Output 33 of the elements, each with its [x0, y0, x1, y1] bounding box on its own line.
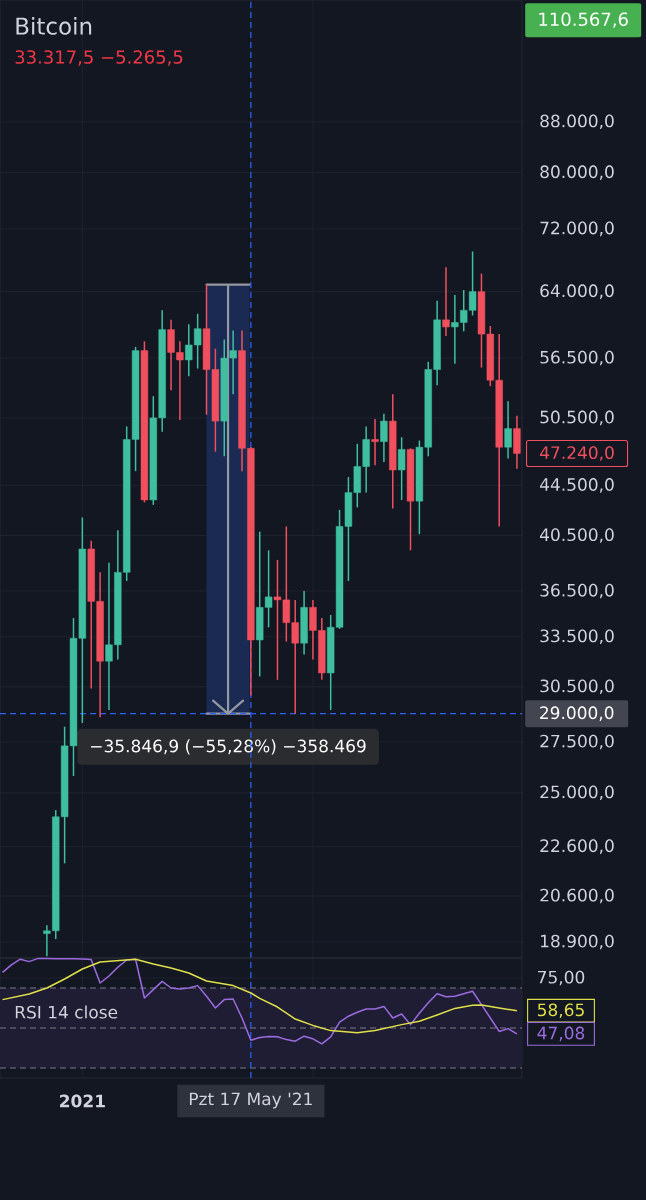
data-label: −35.846,9 (−55,28%) −358.469	[91, 739, 366, 755]
text: RSI 14 close	[15, 1005, 118, 1019]
annotation: 47.240,0	[540, 446, 614, 461]
text: Bitcoin	[16, 17, 92, 35]
candlestick	[380, 412, 388, 463]
y-tick-label: 27.500,0	[540, 734, 614, 750]
text: 33.317,5 −5.265,5	[15, 50, 183, 66]
ref-line-label: 29.000,0	[540, 706, 614, 721]
candlestick	[371, 418, 379, 467]
x-tick-label: 2021	[60, 1094, 105, 1108]
y-tick-label: 58,65	[537, 1003, 584, 1019]
candlestick	[397, 436, 406, 501]
candlestick	[504, 400, 512, 460]
y-tick-label: 50.500,0	[540, 410, 614, 426]
y-tick-label: 36.500,0	[540, 583, 614, 599]
y-tick-label: 47,08	[537, 1026, 585, 1042]
y-tick-label: 18.900,0	[541, 934, 614, 950]
y-tick-label: 75,00	[538, 970, 585, 986]
y-tick-label: 56.500,0	[540, 350, 614, 366]
y-tick-label: 22.600,0	[540, 839, 614, 854]
y-tick-label: 20.600,0	[540, 888, 614, 904]
y-tick-label: 40.500,0	[539, 528, 614, 543]
y-tick-label: 64.000,0	[540, 284, 614, 299]
y-tick-label: 80.000,0	[540, 165, 614, 180]
x-tick-label: Pzt 17 May '21	[189, 1092, 312, 1109]
y-tick-label: 30.500,0	[540, 679, 614, 695]
y-tick-label: 44.500,0	[539, 478, 614, 493]
y-tick-label: 25.000,0	[540, 785, 614, 801]
y-tick-label: 88.000,0	[540, 114, 614, 130]
text: 110.567,6	[539, 12, 628, 28]
candlestick	[442, 266, 450, 337]
y-tick-label: 33.500,0	[540, 629, 614, 645]
y-tick-label: 72.000,0	[540, 221, 614, 237]
